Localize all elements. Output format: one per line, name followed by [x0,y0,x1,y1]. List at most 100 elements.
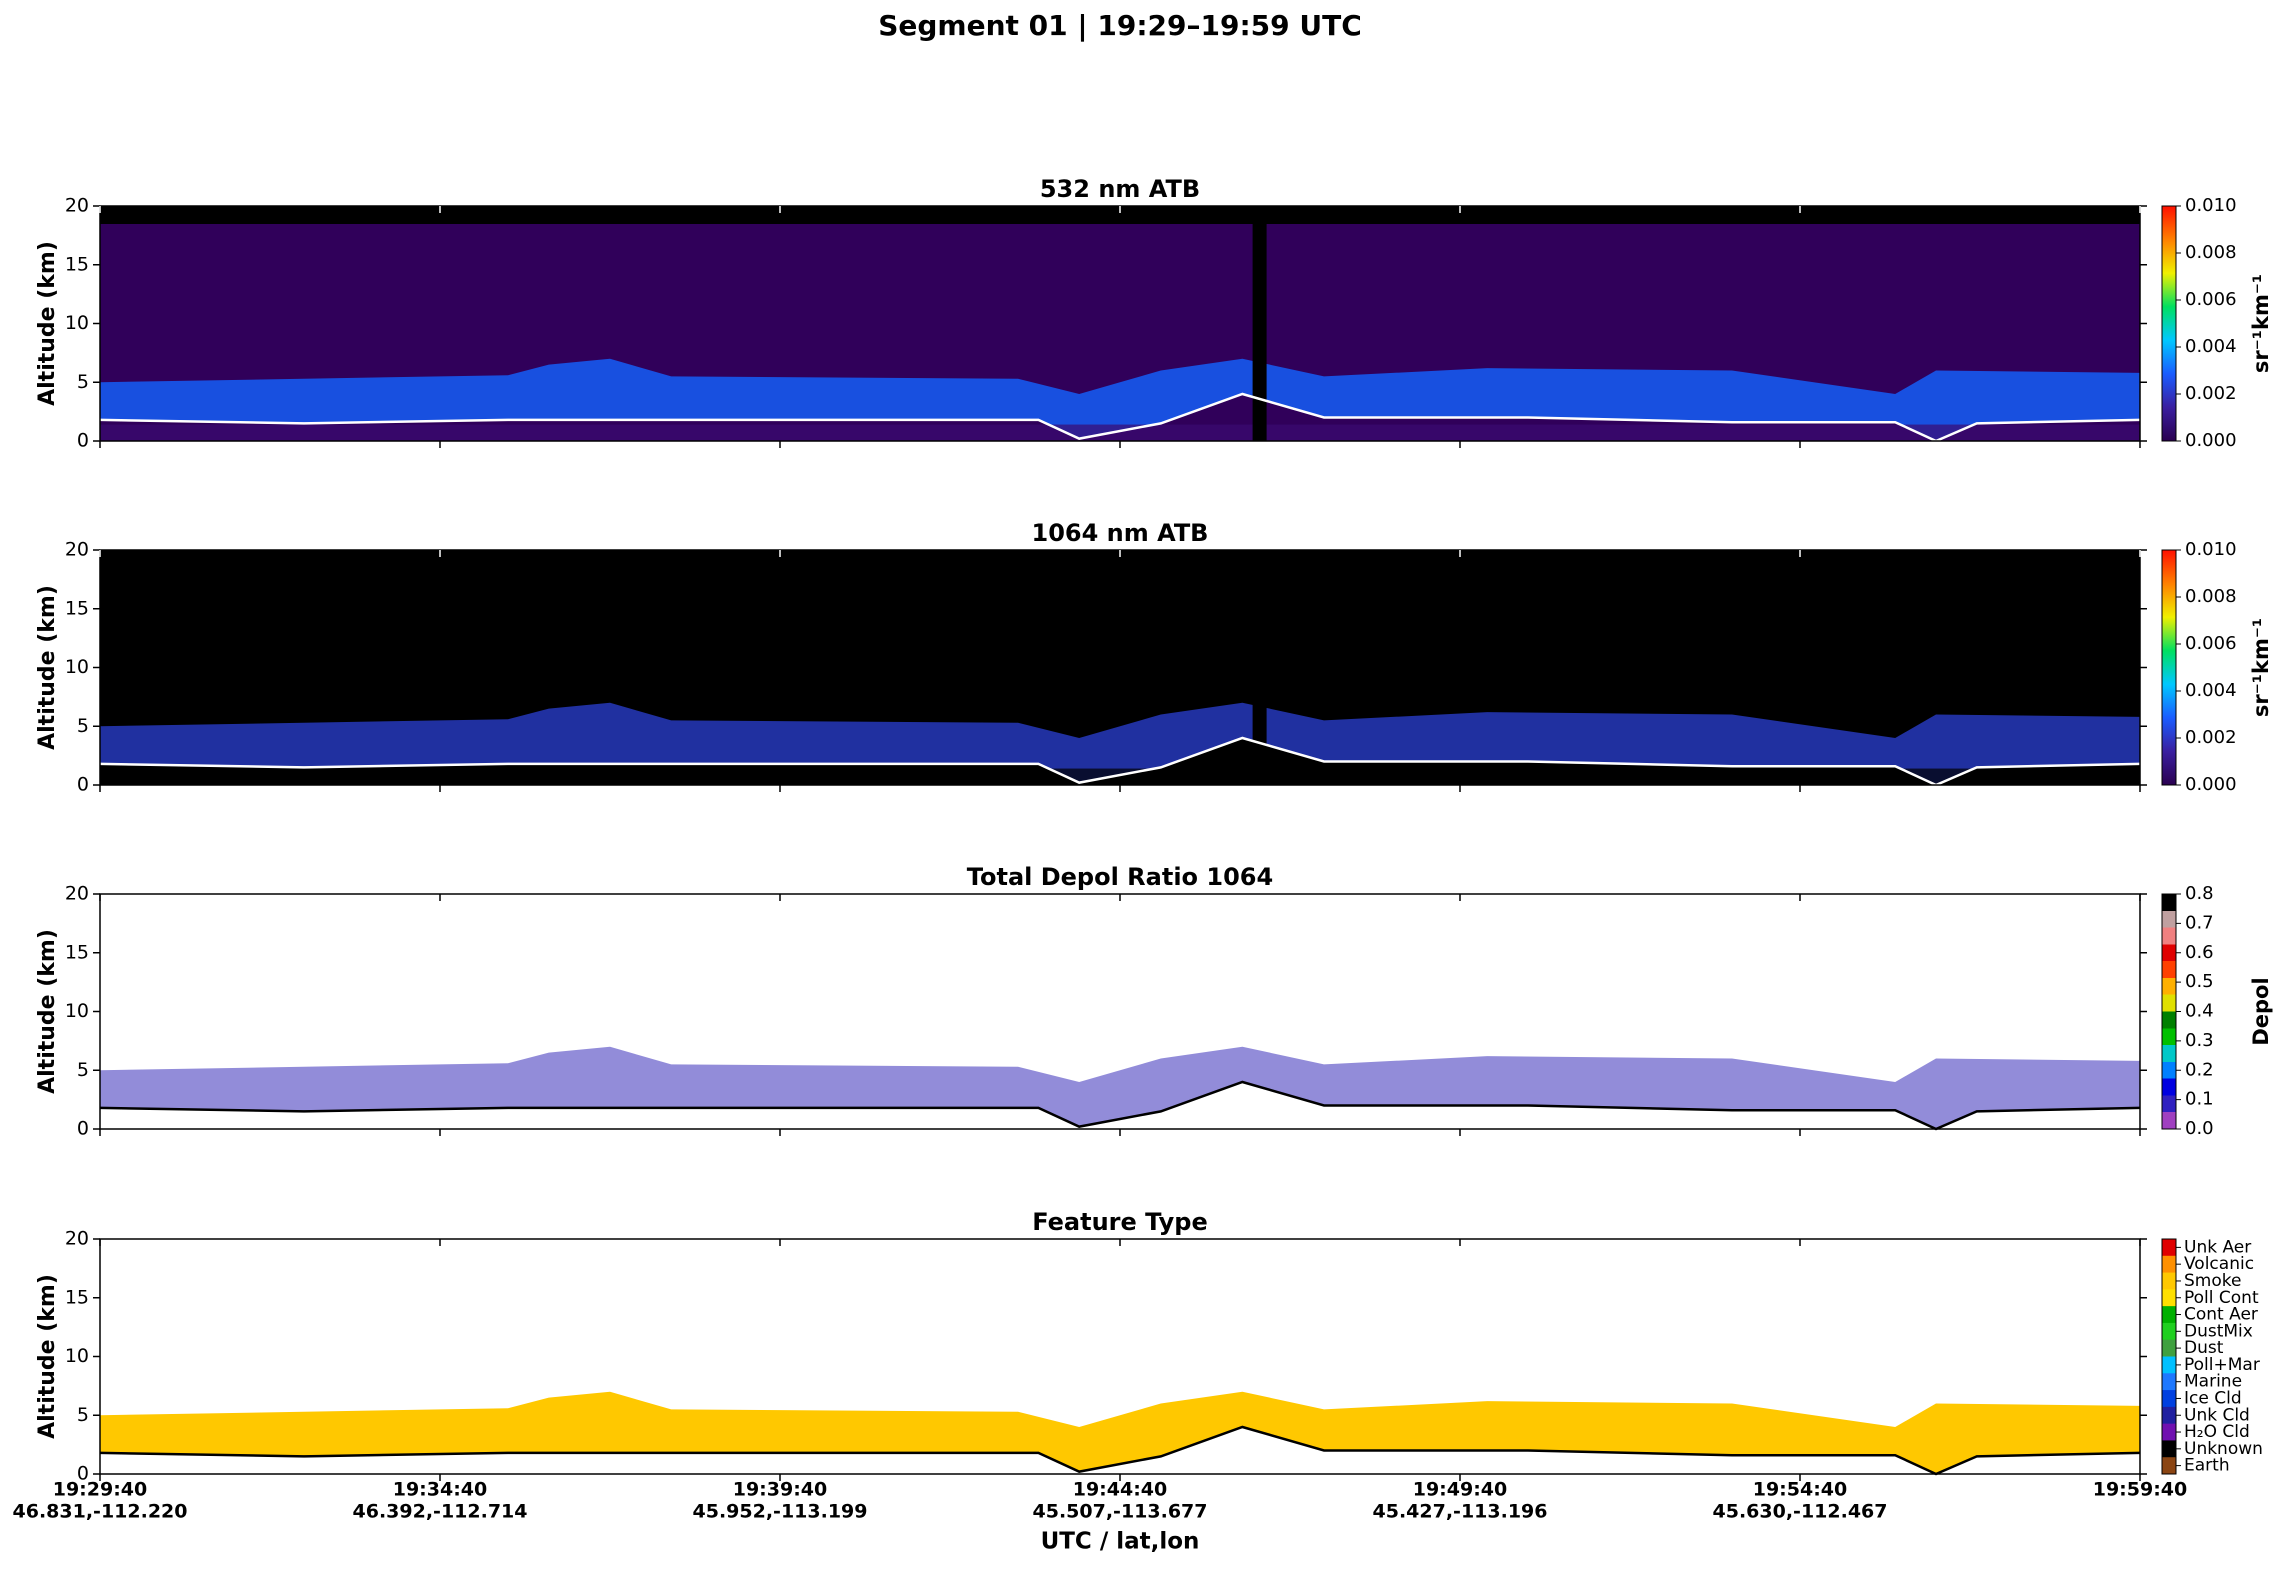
x-tick-position: 46.392,-112.714 [353,1501,528,1523]
y-tick-label: 5 [77,371,89,393]
surface-line [99,392,2141,443]
panel-title: Total Depol Ratio 1064 [967,863,1273,891]
colorbar-tick-label: 0.5 [2185,971,2214,992]
colorbar-category: H₂O Cld [2184,1422,2250,1442]
x-axis-label: UTC / lat,lon [1041,1529,1200,1555]
panel-title: Feature Type [1032,1208,1208,1236]
colorbar-swatch [2162,1440,2176,1458]
colorbar-label: Depol [2249,977,2273,1045]
colorbar-swatch [2162,1373,2176,1391]
surface-line [99,736,2141,787]
colorbar-swatch [2162,1356,2176,1374]
panel-title: 532 nm ATB [1040,175,1200,203]
x-tick-time: 19:44:40 [1073,1479,1168,1501]
colorbar-category: Earth [2184,1456,2230,1476]
x-tick-time: 19:49:40 [1413,1479,1508,1501]
y-tick-label: 15 [65,597,89,619]
x-tick-position: 46.831,-112.220 [13,1501,188,1523]
y-tick-label: 10 [65,656,89,678]
y-tick-label: 5 [77,715,89,737]
x-tick-time: 19:54:40 [1753,1479,1848,1501]
colorbar-tick-label: 0.004 [2185,336,2237,357]
y-axis-label: Altitude (km) [35,241,60,406]
y-tick-label: 0 [77,430,89,452]
y-tick-label: 10 [65,312,89,334]
layer-image [100,1046,2140,1129]
x-tick-position: 45.427,-113.196 [1373,1501,1548,1523]
colorbar-category: Unknown [2184,1439,2263,1459]
colorbar-category: Unk Aer [2184,1237,2251,1257]
y-axis-label: Altitude (km) [35,1274,60,1439]
x-tick-position: 45.630,-112.467 [1713,1501,1888,1523]
colorbar-swatch [2162,1390,2176,1408]
colorbar-tick-label: 0.3 [2185,1030,2214,1051]
colorbar-tick-label: 0.006 [2185,633,2237,654]
y-tick-label: 0 [77,774,89,796]
colorbar-category: Unk Cld [2184,1405,2250,1425]
colorbar-label: sr⁻¹km⁻¹ [2249,618,2273,717]
y-tick-label: 15 [65,941,89,963]
layer-image [100,358,2140,441]
panel-title: 1064 nm ATB [1032,519,1209,547]
y-tick-label: 15 [65,253,89,275]
image-ground [100,768,2140,785]
colorbar-tick-label: 0.2 [2185,1059,2214,1080]
colorbar-category: Ice Cld [2184,1388,2242,1408]
colorbar-tick-label: 0.002 [2185,383,2237,404]
colorbar-swatch [2162,1255,2176,1274]
colorbar-tick-label: 0.010 [2185,539,2237,560]
figure-title: Segment 01 | 19:29–19:59 UTC [878,9,1362,42]
image-top [100,206,2140,224]
colorbar-frame [2161,549,2177,786]
colorbar-category: Volcanic [2184,1254,2254,1274]
colorbar-tick-label: 0.004 [2185,680,2237,701]
y-tick-label: 5 [77,1404,89,1426]
colorbar-frame [2161,893,2177,1130]
colorbar-swatch [2162,1306,2176,1324]
colorbar-tick-label: 0.006 [2185,289,2237,310]
colorbar [2162,206,2176,441]
x-tick-position: 45.952,-113.199 [693,1501,868,1523]
colorbar-swatch [2162,1239,2176,1257]
y-tick-label: 20 [65,539,89,561]
colorbar-category: Poll Cont [2184,1288,2259,1308]
x-tick-time: 19:34:40 [393,1479,488,1501]
colorbar-tick-label: 0.010 [2185,195,2237,216]
colorbar-frame [2161,1238,2177,1475]
layer-image [100,1391,2140,1474]
colorbar-swatch [2162,1322,2176,1341]
surface-line [99,1080,2141,1131]
colorbar-swatch [2162,1272,2176,1290]
image-ground [100,424,2140,441]
layer-image [100,702,2140,785]
colorbar-tick-label: 0.000 [2185,430,2237,451]
y-axis-label: Altitude (km) [35,929,60,1094]
y-tick-label: 20 [65,1228,89,1250]
x-tick-position: 45.507,-113.677 [1033,1501,1208,1523]
colorbar-swatch [2162,1423,2176,1441]
y-tick-label: 10 [65,1345,89,1367]
colorbar-tick-label: 0.0 [2185,1118,2214,1139]
y-tick-label: 0 [77,1118,89,1140]
y-tick-label: 15 [65,1286,89,1308]
x-tick-time: 19:39:40 [733,1479,828,1501]
y-tick-label: 0 [77,1463,89,1485]
x-tick-time: 19:59:40 [2093,1479,2188,1501]
colorbar-category: Poll+Mar [2184,1355,2260,1375]
colorbar-tick-label: 0.1 [2185,1089,2214,1110]
colorbar [2162,550,2176,785]
colorbar-category: Smoke [2184,1271,2241,1291]
y-axis-label: Altitude (km) [35,585,60,750]
colorbar-category: Dust [2184,1338,2224,1358]
y-tick-label: 20 [65,195,89,217]
x-tick-time: 19:29:40 [53,1479,148,1501]
colorbar [2162,894,2176,1129]
colorbar-tick-label: 0.6 [2185,942,2214,963]
colorbar-tick-label: 0.002 [2185,727,2237,748]
colorbar-category: DustMix [2184,1321,2253,1341]
colorbar-swatch [2162,1339,2176,1357]
surface-line [99,1425,2141,1476]
colorbar-tick-label: 0.8 [2185,883,2214,904]
colorbar-tick-label: 0.008 [2185,586,2237,607]
